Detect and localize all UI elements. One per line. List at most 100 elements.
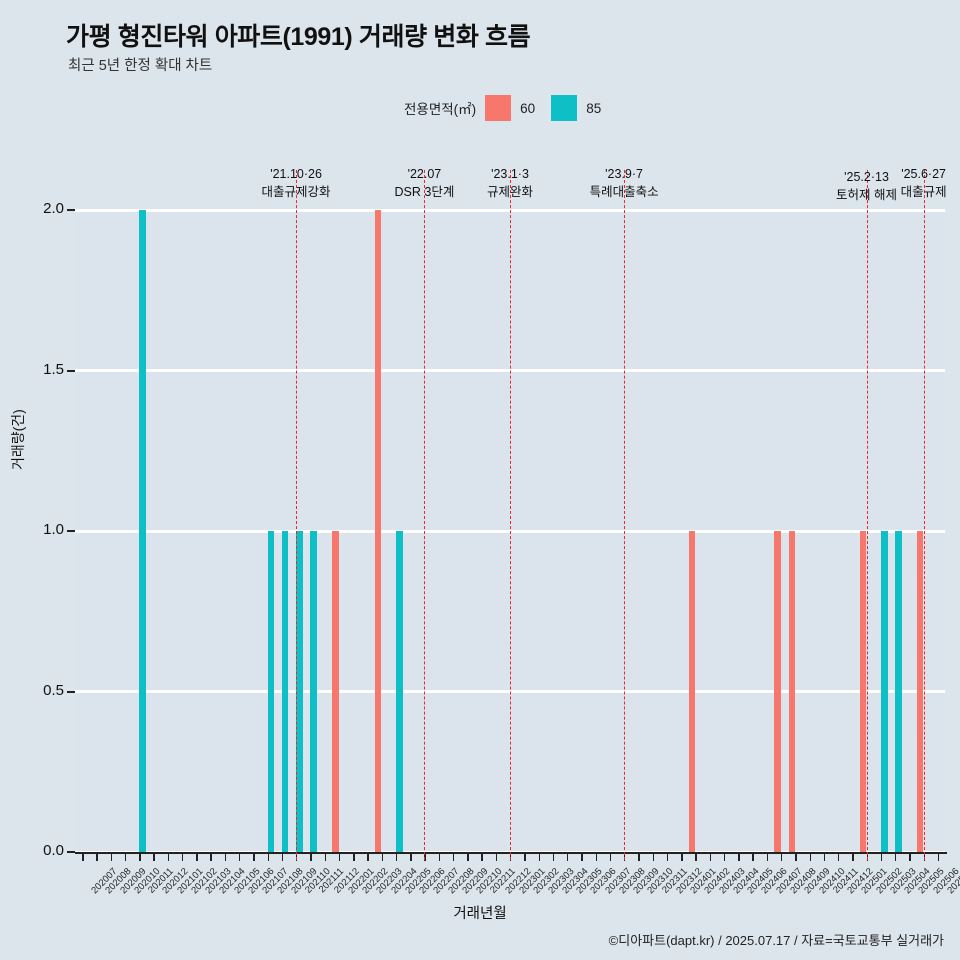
- x-axis-tick: [495, 852, 498, 861]
- x-axis-tick: [695, 852, 697, 861]
- x-axis-tick: [524, 852, 526, 861]
- x-axis-tick: [253, 852, 255, 861]
- y-axis-title: 거래량(건): [10, 409, 26, 470]
- page-title: 가평 형진타워 아파트(1991) 거래량 변화 흐름: [66, 23, 531, 51]
- bar: [374, 210, 382, 852]
- x-axis-tick: [752, 852, 754, 861]
- x-axis-tick: [652, 852, 654, 861]
- x-axis-tick: [338, 852, 341, 861]
- y-axis-tick-label: 2.0: [43, 200, 64, 217]
- x-axis-tick: [438, 852, 441, 861]
- x-axis-tick: [210, 852, 212, 861]
- y-axis-tick: [67, 369, 75, 372]
- x-axis-title: 거래년월: [453, 906, 507, 922]
- bar: [895, 531, 902, 852]
- event-label: '23.9·7 특례대출축소: [544, 165, 704, 201]
- chart-subtitle: 최근 5년 한정 확대 차트: [68, 58, 213, 74]
- x-axis-tick: [167, 852, 170, 861]
- event-label: '22.07 DSR 3단계: [344, 165, 504, 201]
- event-text: 규제완화: [486, 185, 533, 200]
- x-axis-tick: [410, 852, 412, 861]
- event-date: '23.9·7: [605, 167, 644, 181]
- event-date: '25.6·27: [901, 167, 946, 181]
- x-axis-tick: [267, 852, 269, 861]
- x-axis-tick: [181, 852, 184, 861]
- bar: [916, 531, 924, 852]
- x-axis-tick: [381, 852, 384, 861]
- x-axis-tick: [353, 852, 355, 861]
- x-axis-tick: [324, 852, 326, 861]
- y-axis-tick-label: 0.5: [43, 681, 64, 699]
- bar: [139, 210, 146, 852]
- y-axis-tick-label: 1.0: [43, 521, 64, 538]
- x-axis-tick: [809, 852, 811, 861]
- bar: [281, 531, 289, 852]
- x-axis-tick: [96, 852, 98, 861]
- bar: [296, 531, 303, 852]
- y-axis-tick-label: 0.0: [43, 842, 64, 859]
- event-text: 대출규제강화: [261, 185, 331, 200]
- event-date: '25.2·13: [844, 170, 889, 184]
- x-axis-tick: [638, 852, 640, 861]
- event-date: '22.07: [407, 167, 442, 181]
- event-label: '25.2·13 토허제 해제: [787, 168, 947, 204]
- x-axis-tick: [153, 852, 155, 861]
- x-axis-tick: [552, 852, 555, 861]
- chart-footer: ©디아파트(dapt.kr) / 2025.07.17 / 자료=국토교통부 실…: [608, 933, 944, 948]
- chart-legend: 전용면적(㎡) 60 85: [404, 95, 601, 121]
- event-line: [923, 170, 925, 860]
- bar: [859, 531, 867, 852]
- x-axis-tick: [723, 852, 726, 861]
- event-line: [424, 170, 426, 860]
- x-axis-tick: [395, 852, 398, 861]
- bar: [267, 531, 275, 852]
- legend-title: 전용면적(㎡): [404, 102, 477, 117]
- event-text: DSR 3단계: [394, 185, 455, 200]
- event-text: 대출규제: [900, 185, 947, 200]
- bar: [774, 531, 781, 852]
- x-axis-tick: [139, 852, 141, 861]
- x-axis-tick: [838, 852, 840, 861]
- legend-label-85: 85: [586, 100, 602, 116]
- event-label: '25.6·27 대출규제: [844, 165, 960, 201]
- event-line: [510, 170, 511, 860]
- x-axis-tick: [567, 852, 569, 861]
- x-axis-tick: [766, 852, 769, 861]
- event-date: '23.1·3: [491, 167, 529, 181]
- x-axis-tick: [124, 852, 127, 861]
- event-label: '23.1·3 규제완화: [430, 165, 590, 201]
- event-text: 특례대출축소: [589, 185, 659, 200]
- y-axis-tick-label: 1.5: [43, 360, 64, 378]
- x-axis-tick: [895, 852, 897, 861]
- legend-label-60: 60: [520, 100, 536, 116]
- x-axis-tick: [681, 852, 683, 861]
- y-axis-tick: [67, 530, 75, 532]
- x-axis-tick: [538, 852, 540, 861]
- x-axis-tick: [823, 852, 826, 861]
- x-axis-tick: [880, 852, 883, 861]
- x-axis-tick: [780, 852, 783, 861]
- x-axis-tick: [224, 852, 227, 861]
- x-axis-tick: [281, 852, 284, 861]
- event-line: [866, 170, 868, 860]
- bar: [396, 531, 403, 852]
- legend-swatch-60: [485, 95, 512, 121]
- y-axis-tick: [67, 209, 75, 211]
- event-line: [296, 170, 298, 860]
- x-axis-tick: [467, 852, 469, 861]
- bar: [332, 531, 339, 852]
- bar: [688, 531, 696, 852]
- x-axis-tick: [581, 852, 583, 861]
- x-axis-tick: [709, 852, 712, 861]
- event-text: 토허제 해제: [836, 188, 898, 203]
- x-axis-tick: [367, 852, 369, 861]
- x-axis-tick: [609, 852, 612, 861]
- bar: [880, 531, 888, 852]
- y-axis-tick: [67, 690, 75, 693]
- bar: [788, 531, 796, 852]
- x-axis-tick: [666, 852, 669, 861]
- x-axis-tick: [110, 852, 113, 861]
- event-line: [624, 170, 626, 860]
- x-axis-tick: [239, 852, 241, 861]
